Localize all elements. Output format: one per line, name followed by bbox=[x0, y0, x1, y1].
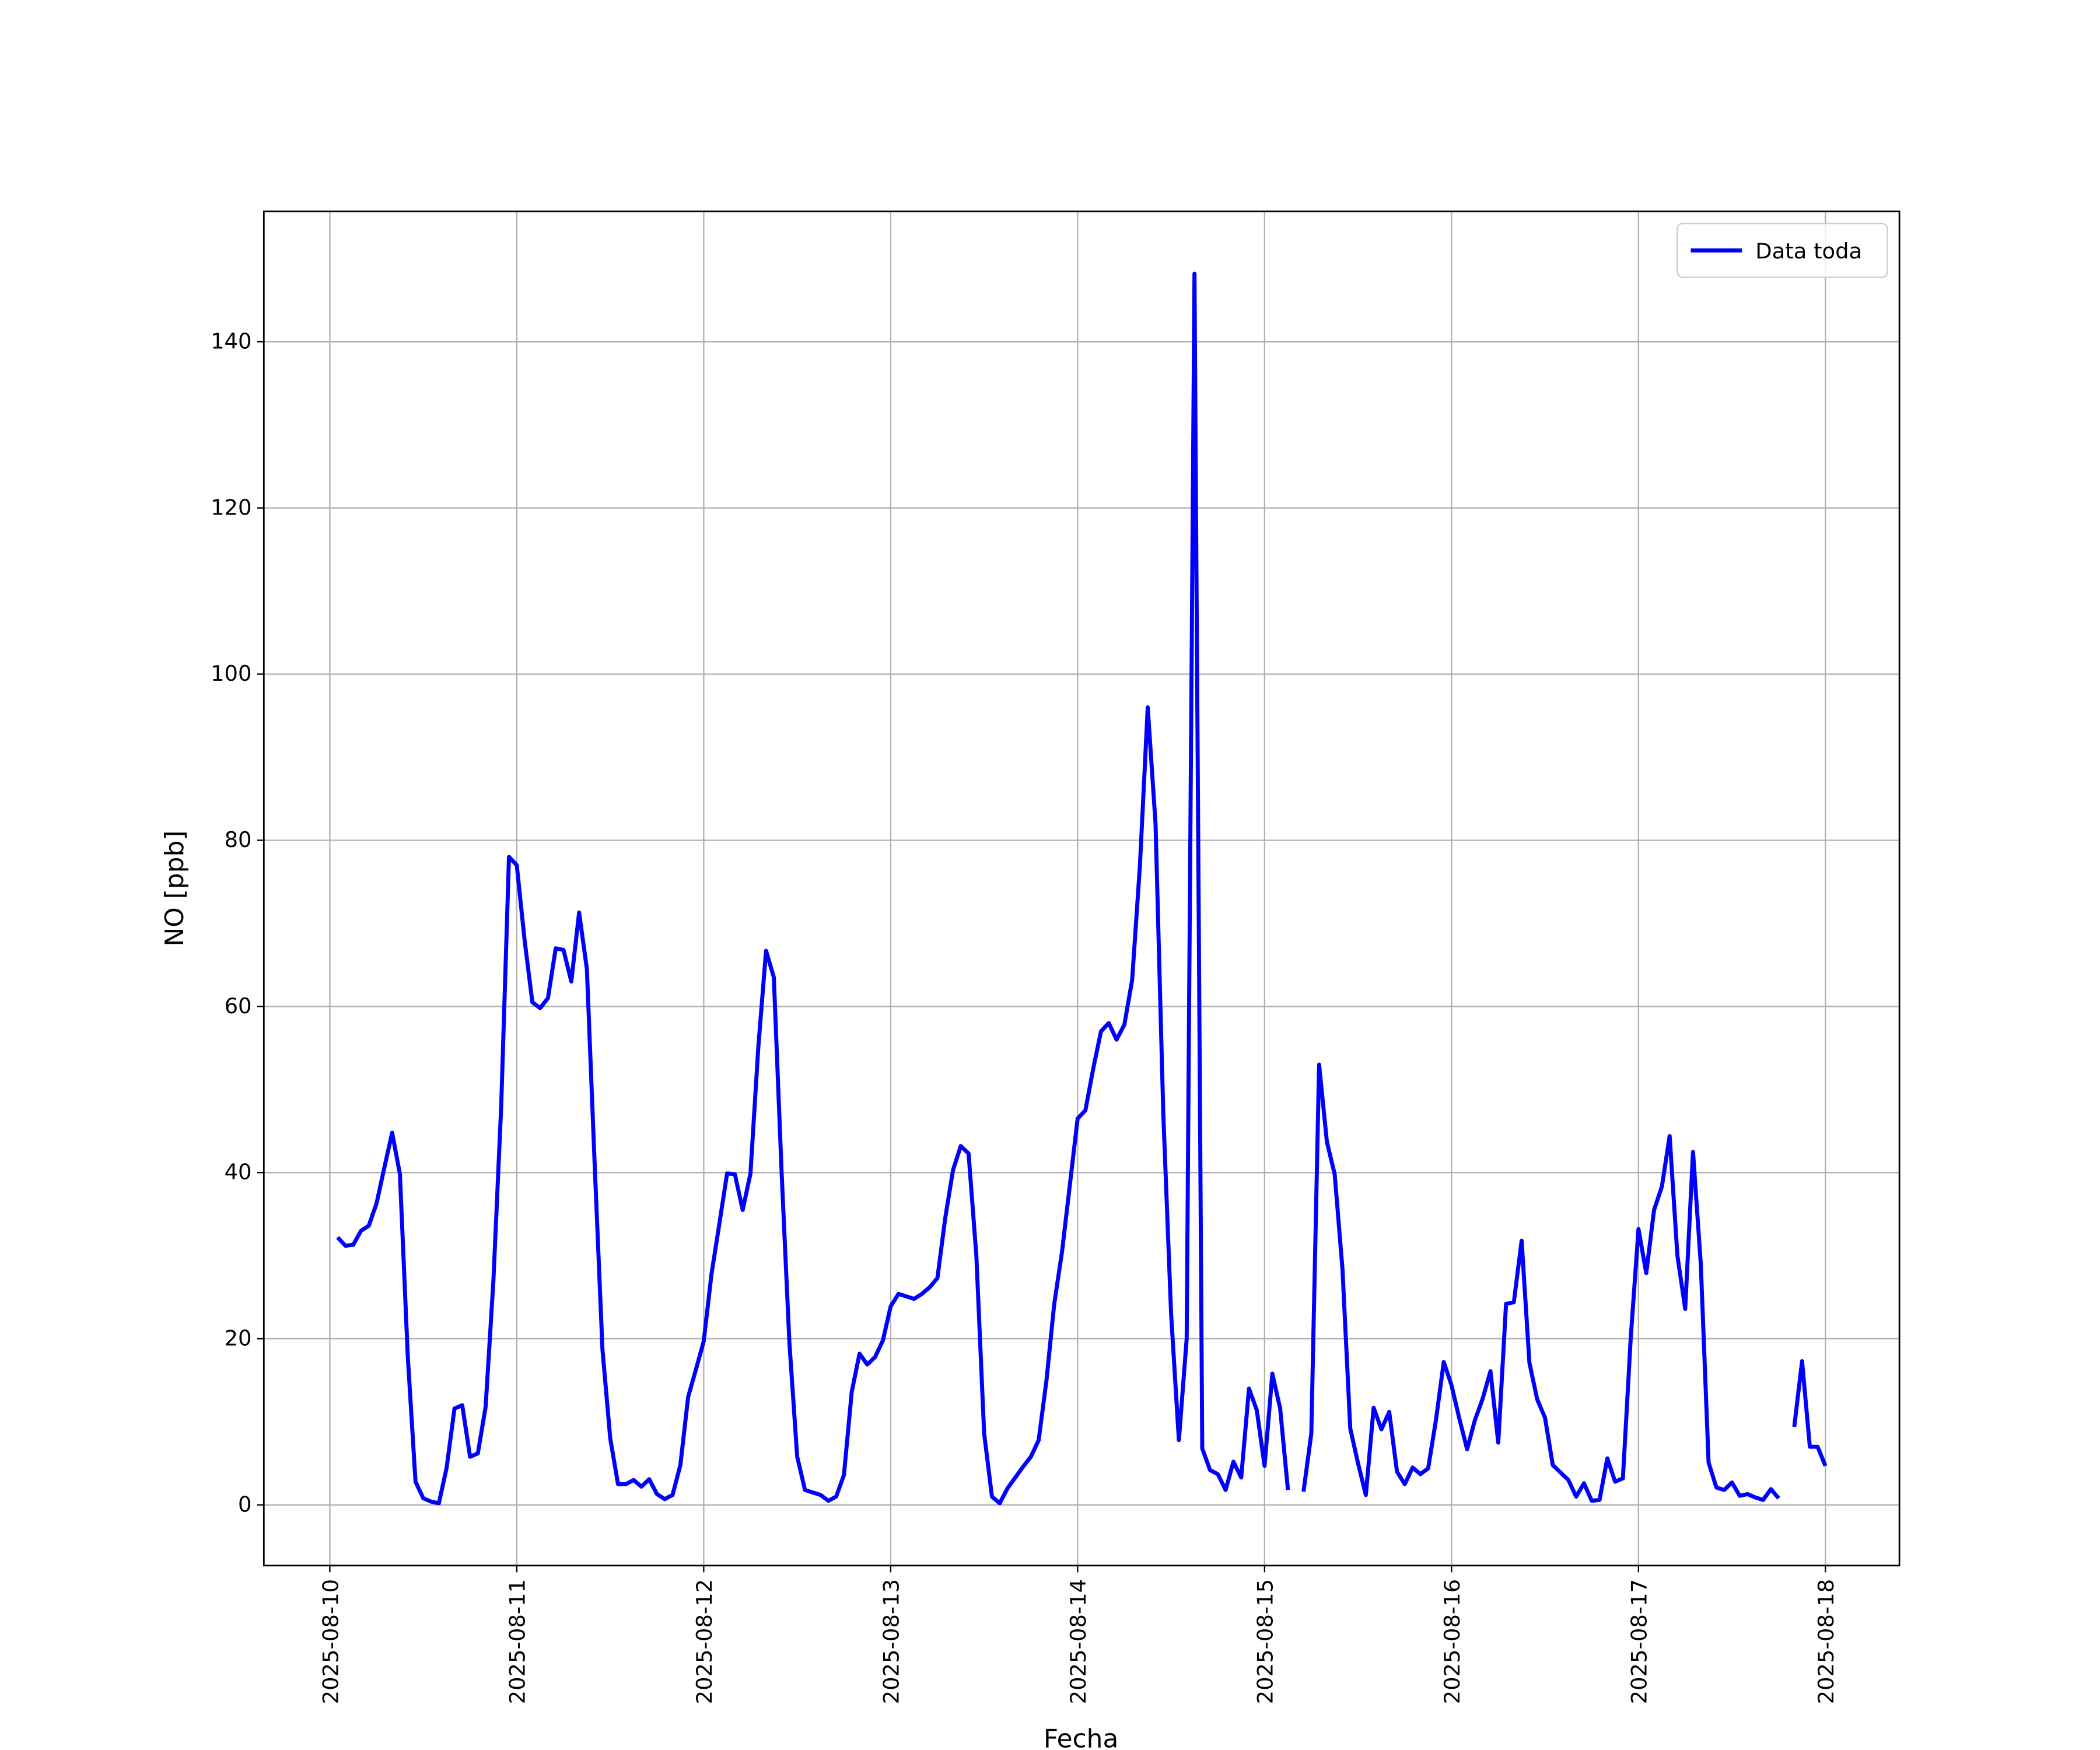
y-tick-label: 80 bbox=[225, 827, 252, 852]
data-line bbox=[336, 271, 1828, 1506]
y-tick-label: 120 bbox=[211, 495, 251, 520]
y-tick-label: 20 bbox=[225, 1326, 252, 1351]
y-axis-label: NO [ppb] bbox=[160, 831, 190, 947]
x-tick-label: 2025-08-11 bbox=[505, 1579, 530, 1704]
x-axis-label: Fecha bbox=[1044, 1724, 1119, 1750]
x-tick-label: 2025-08-13 bbox=[879, 1579, 904, 1704]
plot-frame bbox=[262, 210, 1901, 1567]
x-tick-label: 2025-08-14 bbox=[1066, 1579, 1091, 1704]
y-tick-label: 60 bbox=[225, 993, 252, 1019]
x-tick-label: 2025-08-18 bbox=[1814, 1579, 1839, 1704]
y-tick-label: 100 bbox=[211, 661, 251, 686]
legend-box bbox=[1676, 222, 1888, 278]
legend: Data toda bbox=[1676, 222, 1888, 278]
legend-label: Data toda bbox=[1755, 239, 1862, 264]
x-tick-label: 2025-08-15 bbox=[1253, 1579, 1278, 1704]
y-tick-label: 40 bbox=[225, 1160, 252, 1185]
x-tick-label: 2025-08-16 bbox=[1440, 1579, 1465, 1704]
x-tick-label: 2025-08-12 bbox=[692, 1579, 717, 1704]
x-tick-label: 2025-08-10 bbox=[318, 1579, 343, 1704]
y-tick-label: 0 bbox=[238, 1492, 251, 1517]
x-tick-label: 2025-08-17 bbox=[1627, 1579, 1652, 1704]
y-tick-label: 140 bbox=[211, 328, 251, 354]
